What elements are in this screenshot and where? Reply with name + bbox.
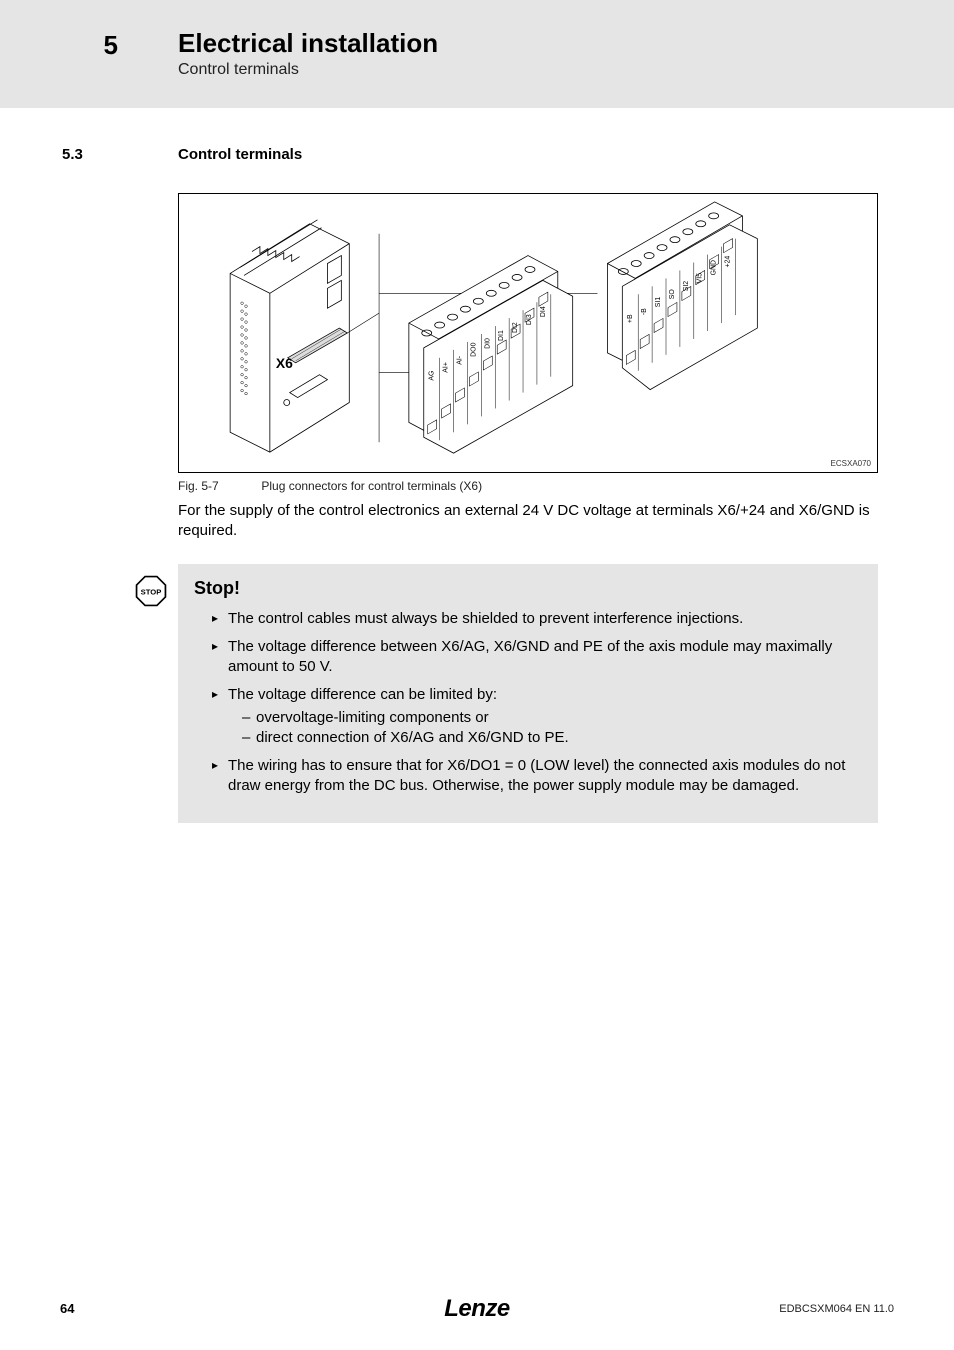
svg-text:DI3: DI3 [526,314,533,325]
svg-text:SI2: SI2 [683,281,690,292]
body-paragraph: For the supply of the control electronic… [178,501,878,542]
svg-text:DI2: DI2 [512,322,519,333]
chapter-title: Electrical installation [178,28,954,59]
figure-caption: Fig. 5-7 Plug connectors for control ter… [178,479,954,493]
svg-text:-B: -B [641,308,648,315]
stop-item: The wiring has to ensure that for X6/DO1… [212,756,862,797]
stop-subitem: overvoltage-limiting components or [242,708,862,728]
page-number: 64 [60,1301,74,1316]
stop-title: Stop! [194,578,862,599]
figure-label-x6: X6 [276,355,293,371]
svg-text:AI-: AI- [456,356,463,365]
section-title: Control terminals [178,146,302,163]
svg-text:AG: AG [429,371,436,381]
section-heading-row: 5.3 Control terminals [0,146,954,163]
svg-text:STOP: STOP [141,587,162,596]
chapter-subtitle: Control terminals [178,61,954,79]
figure-box: X6 [178,193,878,473]
stop-block: STOP Stop! The control cables must alway… [178,564,878,823]
svg-text:DI4: DI4 [540,306,547,317]
page-header: 5 Electrical installation Control termin… [0,0,954,108]
stop-sublist: overvoltage-limiting components ordirect… [228,708,862,749]
stop-item: The voltage difference between X6/AG, X6… [212,637,862,678]
figure-caption-num: Fig. 5-7 [178,479,258,493]
brand-logo: Lenze [444,1295,510,1323]
figure-svg: X6 [179,194,877,472]
stop-item: The control cables must always be shield… [212,609,862,629]
doc-code: EDBCSXM064 EN 11.0 [779,1303,894,1315]
stop-item: The voltage difference can be limited by… [212,685,862,748]
page-footer: 64 Lenze EDBCSXM064 EN 11.0 [0,1301,954,1316]
svg-text:SO: SO [669,289,676,300]
svg-text:DI0: DI0 [484,338,491,349]
svg-text:+24: +24 [725,256,732,268]
section-number: 5.3 [0,146,178,163]
svg-text:GND: GND [711,260,718,275]
svg-text:AI+: AI+ [443,362,450,373]
svg-text:SI1: SI1 [655,297,662,308]
figure-code: ECSXA070 [831,459,871,468]
stop-list: The control cables must always be shield… [194,609,862,797]
svg-text:DO0: DO0 [470,342,477,356]
svg-text:DI1: DI1 [498,330,505,341]
stop-icon: STOP [134,574,168,608]
stop-subitem: direct connection of X6/AG and X6/GND to… [242,728,862,748]
figure-caption-text: Plug connectors for control terminals (X… [261,479,482,493]
chapter-titles: Electrical installation Control terminal… [178,28,954,108]
svg-text:+B: +B [627,314,634,323]
chapter-number: 5 [0,28,178,108]
svg-text:VI5: VI5 [697,273,704,284]
